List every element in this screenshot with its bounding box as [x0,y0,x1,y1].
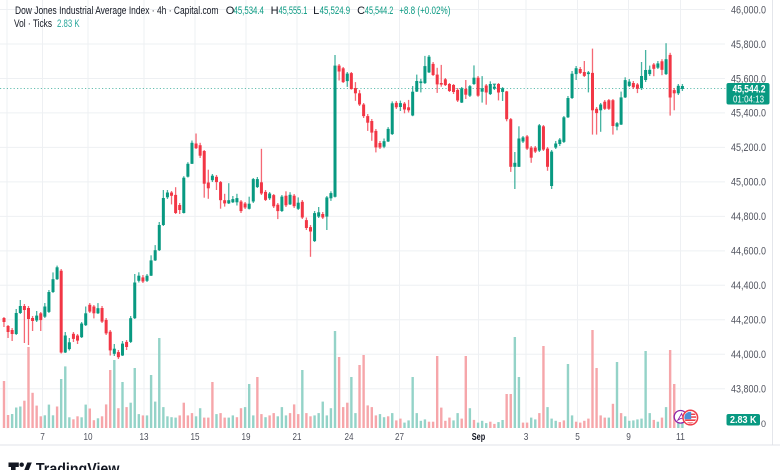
svg-text:46,000.0: 46,000.0 [731,4,766,16]
svg-text:H: H [271,5,279,17]
svg-text:01:04:13: 01:04:13 [733,95,764,106]
svg-text:3: 3 [524,431,529,443]
svg-text:C: C [357,5,365,17]
svg-text:15: 15 [191,431,200,443]
svg-text:13: 13 [140,431,149,443]
svg-text:45,200.0: 45,200.0 [731,142,766,154]
svg-text:45,000.0: 45,000.0 [731,177,766,189]
svg-text:27: 27 [395,431,404,443]
svg-text:TradingView: TradingView [36,461,120,470]
svg-text:0: 0 [761,419,766,429]
svg-text:43,800.0: 43,800.0 [731,384,766,396]
svg-text:24: 24 [345,431,354,443]
svg-text:45,555.1: 45,555.1 [279,5,308,17]
svg-text:5: 5 [575,431,580,443]
svg-text:44,800.0: 44,800.0 [731,211,766,223]
svg-text:Sep: Sep [472,431,486,443]
svg-text:Dow Jones Industrial Average I: Dow Jones Industrial Average Index · 4h … [15,5,218,17]
svg-text:45,400.0: 45,400.0 [731,108,766,120]
svg-text:Vol · Ticks: Vol · Ticks [14,18,52,30]
svg-text:9: 9 [626,431,631,443]
svg-text:44,600.0: 44,600.0 [731,246,766,258]
svg-text:45,524.9: 45,524.9 [320,5,351,17]
svg-text:45,534.4: 45,534.4 [234,5,264,17]
svg-text:45,544.2: 45,544.2 [365,5,393,17]
svg-text:19: 19 [242,431,251,443]
svg-text:2.83 K: 2.83 K [730,415,757,426]
svg-text:44,200.0: 44,200.0 [731,315,766,327]
svg-text:2.83 K: 2.83 K [57,18,80,30]
svg-text:44,000.0: 44,000.0 [731,349,766,361]
svg-text:O: O [226,5,235,17]
svg-text:L: L [313,5,319,17]
svg-text:45,600.0: 45,600.0 [731,73,766,85]
svg-text:11: 11 [676,431,685,443]
svg-text:21: 21 [293,431,302,443]
svg-text:+8.8 (+0.02%): +8.8 (+0.02%) [399,5,450,17]
svg-text:45,544.2: 45,544.2 [733,84,766,96]
svg-text:44,400.0: 44,400.0 [731,280,766,292]
svg-text:45,800.0: 45,800.0 [731,39,766,51]
svg-text:7: 7 [40,431,45,443]
svg-text:10: 10 [84,431,93,443]
